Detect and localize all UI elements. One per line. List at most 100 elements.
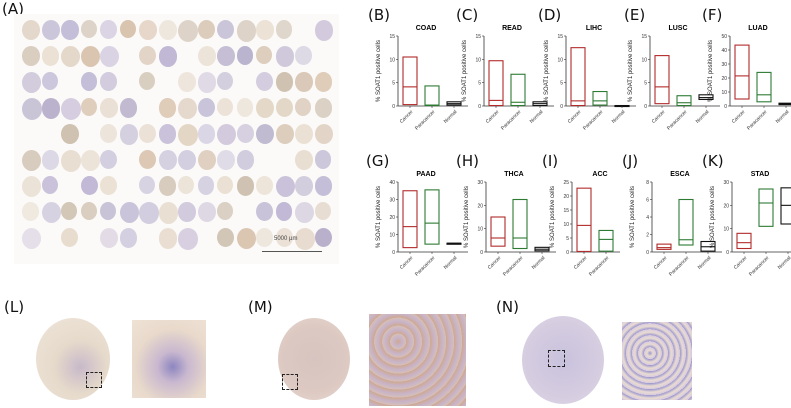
box-cancer [402, 190, 418, 249]
tissue-microarray-image [14, 14, 339, 264]
panel-label-h: (H) [456, 152, 479, 170]
tma-core [217, 150, 235, 170]
box-paracancer [676, 95, 692, 107]
tma-core [61, 202, 77, 220]
svg-text:6: 6 [646, 198, 649, 204]
panel-label-n: (N) [496, 298, 519, 316]
y-axis-label: % SOAT1 positive cells [376, 40, 382, 102]
svg-text:4: 4 [646, 215, 649, 221]
tma-core [256, 124, 275, 145]
box-cancer [734, 44, 750, 100]
panel-label-e: (E) [624, 6, 646, 24]
svg-text:Normal: Normal [443, 109, 459, 125]
tma-core [22, 228, 42, 250]
tma-core [100, 124, 117, 143]
chart-title: STAD [751, 171, 770, 178]
tma-core [178, 228, 198, 250]
tma-core [80, 150, 100, 172]
tma-core [158, 150, 177, 171]
svg-text:Cancer: Cancer [399, 109, 415, 125]
svg-text:Cancer: Cancer [653, 255, 669, 271]
tissue-zoom-n [622, 322, 692, 400]
tma-core [197, 176, 215, 195]
tma-core [41, 72, 58, 91]
box-paracancer [424, 189, 440, 245]
tma-core [295, 176, 313, 196]
svg-text:10: 10 [641, 57, 647, 63]
tma-core [236, 20, 257, 42]
svg-text:20: 20 [477, 203, 483, 209]
svg-text:15: 15 [475, 34, 481, 40]
tma-core [295, 72, 313, 92]
svg-text:Paracancer: Paracancer [502, 255, 525, 278]
panel-label-c: (C) [456, 6, 479, 24]
box-paracancer [756, 71, 772, 103]
svg-text:40: 40 [389, 180, 395, 186]
tma-core [100, 20, 117, 39]
tma-core [139, 124, 157, 144]
tma-core [178, 124, 198, 146]
y-axis-label: % SOAT1 positive cells [544, 40, 550, 102]
tma-core [314, 98, 333, 118]
chart-title: THCA [504, 171, 523, 178]
svg-text:0: 0 [480, 250, 483, 256]
tma-core [22, 46, 40, 66]
tma-core [158, 176, 177, 196]
svg-text:20: 20 [723, 203, 729, 209]
tma-core [275, 98, 293, 118]
tma-core [61, 20, 79, 40]
y-axis-label: % SOAT1 positive cells [550, 186, 556, 248]
chart-esca: ESCA 0 2 4 6 8 % SOAT1 positive cells Cancer Par… [626, 168, 722, 288]
panel-label-a: (A) [2, 0, 24, 18]
chart-title: PAAD [416, 171, 435, 178]
tma-core [178, 20, 198, 42]
box-paracancer [592, 90, 608, 106]
tma-core [197, 72, 217, 93]
svg-text:10: 10 [477, 227, 483, 233]
tissue-core-l [36, 318, 110, 400]
tma-core [314, 228, 332, 248]
svg-text:Normal: Normal [775, 109, 791, 125]
tma-core [41, 176, 58, 195]
svg-text:5: 5 [644, 81, 647, 87]
svg-text:Paracancer: Paracancer [414, 255, 437, 278]
tma-core [119, 228, 138, 248]
box-paracancer [678, 198, 694, 246]
tma-core [41, 202, 61, 224]
tma-core [256, 98, 275, 119]
svg-text:0: 0 [392, 104, 395, 110]
chart-paad: PAAD 0 10 20 30 40 % SOAT1 positive cells Cance… [372, 168, 468, 288]
chart-title: LUSC [668, 25, 687, 32]
svg-text:Paracancer: Paracancer [414, 109, 437, 132]
tma-core [80, 72, 98, 91]
y-axis-label: % SOAT1 positive cells [376, 186, 382, 248]
tma-core [22, 98, 42, 120]
tma-core [41, 20, 60, 41]
tma-core [197, 202, 216, 223]
box-paracancer [598, 229, 614, 252]
box-cancer [488, 60, 504, 107]
tma-core [158, 20, 177, 41]
panel-label-i: (I) [542, 152, 559, 170]
tma-core [295, 150, 313, 170]
tma-core [61, 98, 81, 120]
chart-title: ESCA [670, 171, 689, 178]
tma-core [217, 20, 235, 40]
svg-text:0: 0 [726, 250, 729, 256]
tma-core [314, 72, 333, 92]
svg-text:0: 0 [566, 250, 569, 256]
y-axis-label: % SOAT1 positive cells [464, 186, 470, 248]
chart-title: LIHC [586, 25, 602, 32]
tma-core [197, 150, 216, 171]
tma-core [314, 176, 333, 196]
tma-core [139, 46, 157, 66]
svg-text:0: 0 [392, 250, 395, 256]
tma-core [41, 98, 61, 119]
svg-text:Paracancer: Paracancer [588, 255, 611, 278]
y-axis-label: % SOAT1 positive cells [710, 186, 716, 248]
tma-core [178, 72, 196, 92]
tma-core [178, 202, 196, 222]
tma-core [100, 228, 119, 249]
panel-label-m: (M) [248, 298, 273, 316]
tma-core [217, 202, 234, 221]
